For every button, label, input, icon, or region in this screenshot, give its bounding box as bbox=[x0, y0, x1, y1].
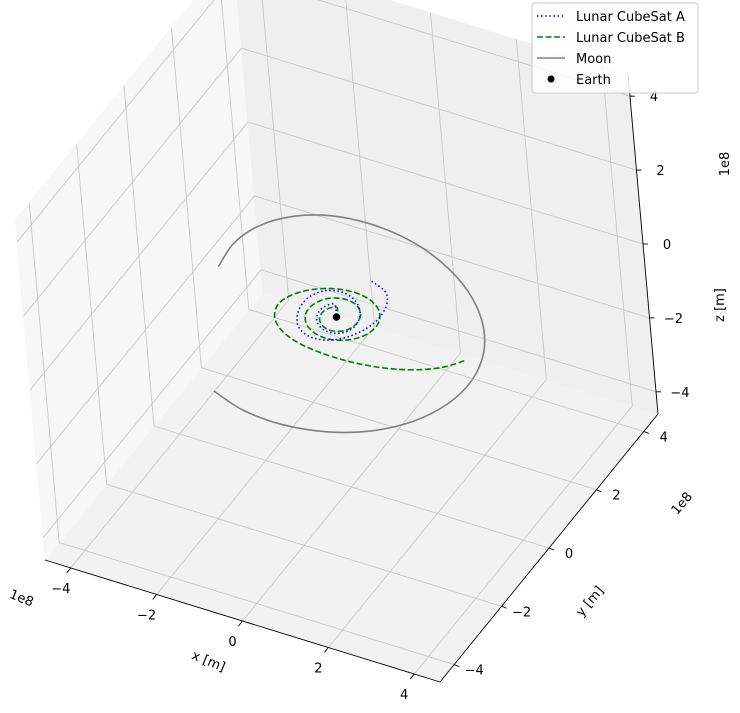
z-tick-label: −2 bbox=[664, 312, 683, 327]
z-offset-label: 1e8 bbox=[718, 152, 733, 177]
grid-line-floor-y bbox=[248, 309, 644, 432]
y-tick-mark bbox=[596, 489, 602, 493]
left-wall-pane bbox=[14, 0, 264, 562]
moon-series bbox=[213, 214, 486, 434]
grid-line-left-z bbox=[16, 0, 215, 243]
lunar-cubesat-a-series bbox=[296, 280, 389, 341]
y-tick-label: −4 bbox=[465, 664, 484, 679]
data-series bbox=[213, 214, 486, 434]
x-axis-label: x [m] bbox=[189, 648, 227, 675]
grid-line-left-y bbox=[170, 27, 202, 368]
y-axis-label: y [m] bbox=[573, 584, 607, 620]
x-tick-mark bbox=[324, 647, 329, 653]
grid-lines bbox=[16, 0, 657, 675]
legend-label-cubesat-a: Lunar CubeSat A bbox=[576, 10, 685, 25]
x-tick-label: −2 bbox=[137, 609, 156, 624]
legend: Lunar CubeSat A Lunar CubeSat B Moon Ear… bbox=[531, 2, 699, 94]
earth-series-point bbox=[332, 313, 341, 321]
grid-line-left-y bbox=[221, 0, 250, 310]
z-tick-label: 4 bbox=[650, 90, 658, 105]
grid-line-floor-y bbox=[153, 425, 550, 549]
y-tick-mark bbox=[548, 547, 555, 551]
grid-line-back-z bbox=[241, 47, 637, 171]
grid-line-left-z bbox=[29, 121, 249, 391]
x-tick-label: 0 bbox=[228, 635, 236, 650]
grid-line-floor-x bbox=[328, 379, 547, 648]
z-axis-label: z [m] bbox=[713, 288, 728, 322]
z-tick-label: 0 bbox=[663, 238, 671, 253]
lunar-cubesat-b-series bbox=[273, 287, 465, 371]
grid-line-back-x bbox=[601, 66, 633, 407]
grid-line-back-z bbox=[247, 121, 644, 245]
y-tick-label: 4 bbox=[660, 431, 668, 446]
grid-line-left-z bbox=[23, 47, 242, 317]
x-tick-label: 2 bbox=[314, 662, 322, 677]
x-tick-mark bbox=[66, 567, 72, 574]
legend-label-earth: Earth bbox=[576, 73, 611, 88]
x-tick-label: 4 bbox=[400, 688, 408, 703]
legend-swatch-earth bbox=[547, 75, 555, 83]
y-tick-label: 2 bbox=[612, 489, 620, 504]
axis-panes bbox=[14, 0, 659, 683]
x-tick-mark bbox=[409, 673, 415, 680]
y-tick-label: −2 bbox=[512, 605, 531, 620]
y-tick-mark bbox=[454, 664, 460, 667]
z-tick-label: −4 bbox=[670, 386, 689, 401]
y-tick-mark bbox=[501, 605, 507, 609]
grid-line-floor-x bbox=[413, 405, 633, 675]
y-tick-label: 0 bbox=[565, 547, 573, 562]
legend-label-cubesat-b: Lunar CubeSat B bbox=[576, 31, 685, 46]
x-tick-mark bbox=[152, 594, 157, 600]
tick-labels: −4 −2 0 2 4 −4 −2 0 2 4 −4 −2 0 2 4 bbox=[51, 90, 689, 703]
y-tick-mark bbox=[643, 431, 649, 434]
legend-label-moon: Moon bbox=[576, 52, 611, 67]
z-tick-label: 2 bbox=[656, 164, 664, 179]
y-offset-label: 1e8 bbox=[669, 490, 696, 518]
x-offset-label: 1e8 bbox=[7, 587, 35, 610]
legend-box bbox=[531, 2, 699, 94]
x-tick-mark bbox=[238, 620, 243, 627]
x-tick-label: −4 bbox=[51, 582, 70, 597]
grid-line-back-x bbox=[515, 39, 547, 380]
grid-line-floor-y bbox=[201, 367, 597, 491]
